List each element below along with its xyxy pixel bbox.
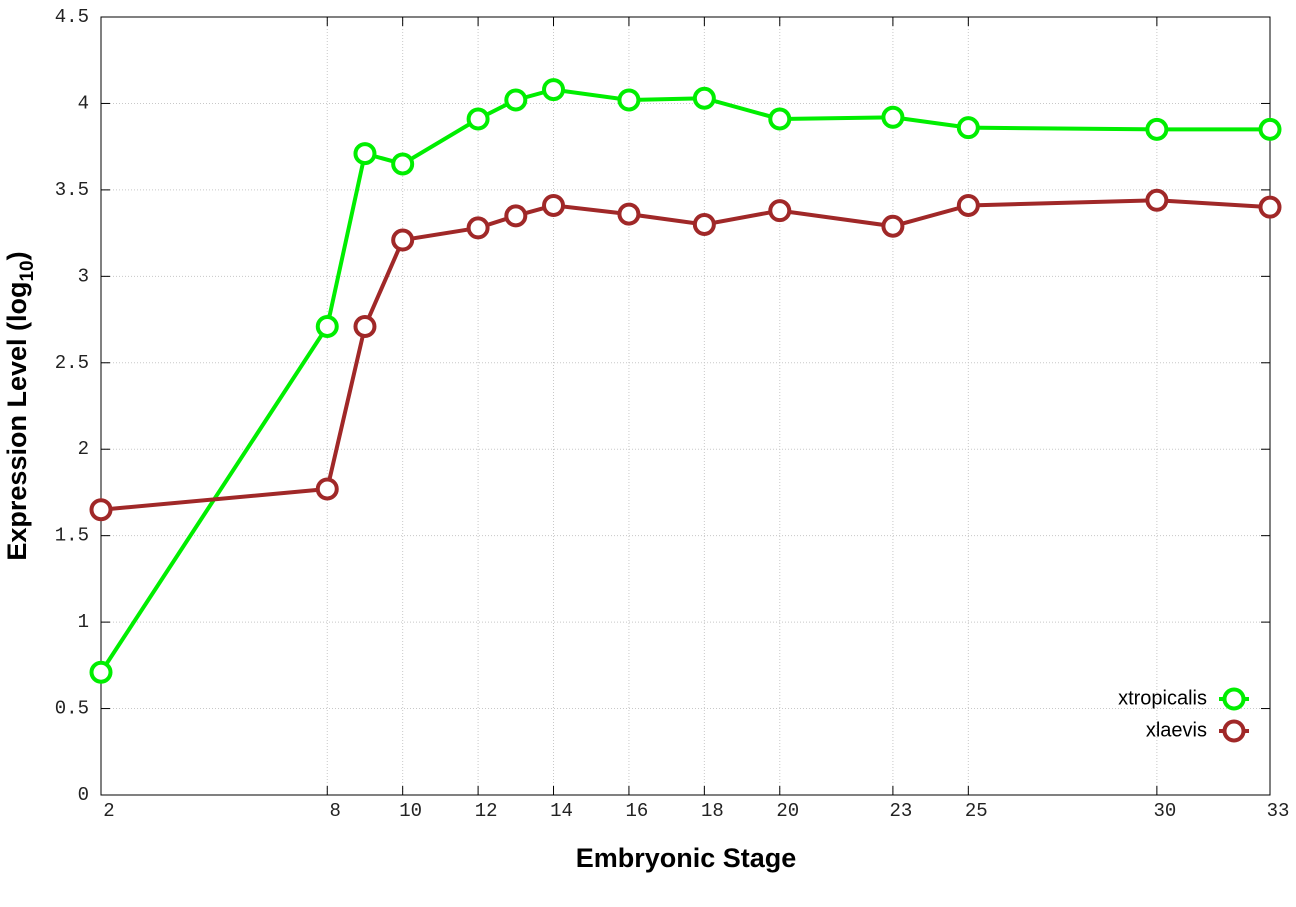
point: [956, 116, 980, 140]
point: [542, 193, 566, 217]
y-tick-label: 4: [78, 92, 89, 114]
point: [353, 142, 377, 166]
legend-marker: [1222, 719, 1246, 743]
y-axis-title-text: Expression Level (log: [2, 282, 32, 561]
y-tick-label: 2: [78, 438, 89, 460]
x-tick-label: 14: [550, 800, 573, 822]
x-tick-label: 8: [330, 800, 341, 822]
x-tick-label: 16: [626, 800, 649, 822]
point: [391, 152, 415, 176]
x-tick-label: 2: [103, 800, 114, 822]
point: [956, 193, 980, 217]
point: [1258, 117, 1282, 141]
point: [466, 107, 490, 131]
point: [89, 498, 113, 522]
point: [1145, 117, 1169, 141]
point: [881, 214, 905, 238]
series-line: [100, 198, 1271, 512]
x-axis-title: Embryonic Stage: [576, 843, 797, 873]
y-tick-label: 3.5: [55, 179, 89, 201]
legend-label: xtropicalis: [1118, 687, 1207, 709]
series-line: [99, 87, 1270, 674]
x-tick-label: 33: [1267, 800, 1290, 822]
legend-label: xlaevis: [1146, 719, 1207, 741]
point: [881, 105, 905, 129]
y-tick-label: 0: [78, 784, 89, 806]
point: [1258, 195, 1282, 219]
y-axis-title-suffix: ): [2, 251, 32, 260]
legend-marker: [1222, 687, 1246, 711]
point: [692, 212, 716, 236]
point: [391, 228, 415, 252]
point: [692, 86, 716, 110]
x-tick-label: 18: [701, 800, 724, 822]
y-tick-label: 1: [78, 611, 89, 633]
point: [768, 199, 792, 223]
point: [504, 88, 528, 112]
y-tick-label: 2.5: [55, 352, 89, 374]
y-tick-label: 3: [78, 265, 89, 287]
x-tick-label: 10: [399, 800, 422, 822]
point: [466, 216, 490, 240]
y-axis-title-subscript: 10: [17, 260, 38, 281]
point: [617, 88, 641, 112]
point: [315, 477, 339, 501]
y-tick-label: 4.5: [55, 6, 89, 28]
x-tick-label: 25: [965, 800, 988, 822]
point: [504, 204, 528, 228]
x-tick-label: 30: [1153, 800, 1176, 822]
point: [768, 107, 792, 131]
x-tick-label: 12: [475, 800, 498, 822]
point: [315, 314, 339, 338]
point: [353, 314, 377, 338]
x-tick-label: 23: [889, 800, 912, 822]
plot-frame: [100, 16, 1271, 796]
y-tick-label: 1.5: [55, 525, 89, 547]
point: [1145, 188, 1169, 212]
point: [542, 78, 566, 102]
x-tick-label: 20: [776, 800, 799, 822]
y-axis-title: Expression Level (log10): [2, 251, 38, 560]
y-tick-label: 0.5: [55, 698, 89, 720]
point: [89, 660, 113, 684]
point: [617, 202, 641, 226]
